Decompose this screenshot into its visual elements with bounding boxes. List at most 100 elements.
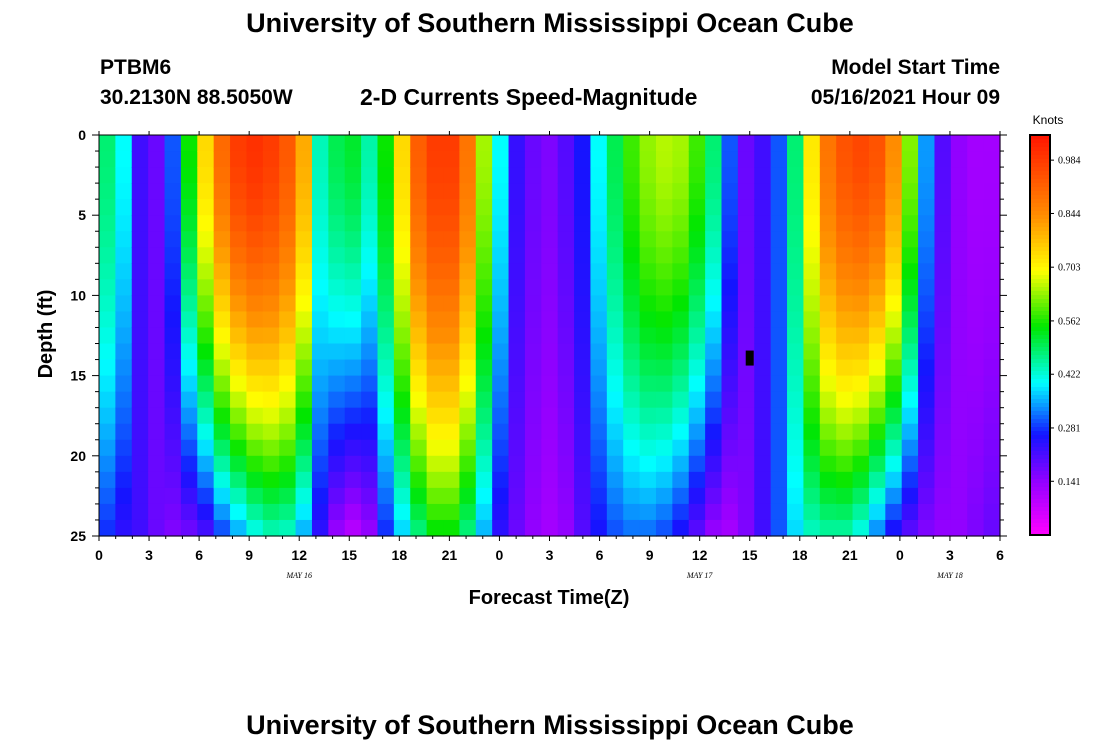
heatmap-cell [492,423,510,441]
heatmap-cell [311,215,329,232]
heatmap-cell [787,439,805,457]
heatmap-cell [606,343,624,361]
heatmap-cell [311,199,329,216]
heatmap-cell [197,359,215,377]
heatmap-cell [492,231,510,248]
heatmap-cell [246,359,264,377]
heatmap-cell [557,167,575,184]
heatmap-cell [721,167,739,184]
heatmap-cell [901,327,919,345]
heatmap-cell [492,199,510,216]
heatmap-cell [279,135,297,152]
heatmap-cell [639,487,657,505]
heatmap-cell [787,359,805,377]
heatmap-cell [524,135,542,152]
heatmap-cell [492,151,510,168]
x-tick-label: 6 [596,547,604,563]
heatmap-cell [705,231,723,248]
heatmap-cell [787,215,805,232]
heatmap-cell [950,247,968,264]
heatmap-cell [164,343,182,361]
heatmap-cell [197,375,215,393]
heatmap-cell [180,343,198,361]
heatmap-cell [541,423,559,441]
heatmap-cell [688,135,706,152]
heatmap-cell [754,151,772,168]
heatmap-cell [426,519,444,537]
heatmap-cell [606,519,624,537]
heatmap-cell [164,375,182,393]
heatmap-cell [393,439,411,457]
heatmap-cell [770,247,788,264]
heatmap-cell [574,519,592,537]
heatmap-cell [803,343,821,361]
heatmap-cell [885,327,903,345]
heatmap-cell [295,343,313,361]
heatmap-cell [574,455,592,473]
colorbar-segment [1030,415,1050,420]
heatmap-cell [868,423,886,441]
heatmap-cell [197,167,215,184]
heatmap-cell [148,279,166,296]
heatmap-cell [967,423,985,441]
heatmap-cell [918,231,936,248]
heatmap-cell [950,439,968,457]
heatmap-cell [803,279,821,296]
heatmap-cell [852,487,870,505]
heatmap-cell [344,327,362,345]
heatmap-cell [115,375,133,393]
heatmap-cell [180,263,198,280]
heatmap-cell [983,247,1001,264]
heatmap-cell [819,311,837,329]
heatmap-cell [574,471,592,489]
heatmap-cell [541,295,559,313]
heatmap-cell [246,519,264,537]
heatmap-cell [344,183,362,200]
heatmap-cell [311,247,329,264]
heatmap-cell [705,311,723,329]
heatmap-cell [230,215,248,232]
heatmap-cell [361,135,379,152]
heatmap-cell [836,327,854,345]
heatmap-cell [574,503,592,521]
heatmap-cell [836,503,854,521]
heatmap-cell [492,391,510,409]
heatmap-cell [983,183,1001,200]
heatmap-cell [410,471,428,489]
heatmap-cell [737,231,755,248]
heatmap-cell [639,151,657,168]
heatmap-cell [410,487,428,505]
heatmap-cell [737,199,755,216]
heatmap-cell [983,423,1001,441]
heatmap-cell [885,215,903,232]
heatmap-cell [443,439,460,457]
heatmap-cell [557,423,575,441]
heatmap-cell [770,231,788,248]
heatmap-cell [377,263,395,280]
heatmap-cell [377,167,395,184]
heatmap-cell [574,247,592,264]
heatmap-cell [230,519,248,537]
heatmap-cell [426,311,444,329]
heatmap-cell [639,327,657,345]
date-label: MAY 18 [936,571,963,580]
heatmap-cell [492,311,510,329]
colorbar-segment [1030,267,1050,272]
heatmap-cell [524,439,542,457]
heatmap-cell [868,327,886,345]
heatmap-cell [492,135,510,152]
heatmap-cell [475,391,493,409]
heatmap-cell [557,311,575,329]
heatmap-cell [590,455,608,473]
heatmap-cell [787,151,805,168]
heatmap-cell [901,135,919,152]
heatmap-cell [606,151,624,168]
heatmap-cell [639,231,657,248]
heatmap-cell [672,375,690,393]
heatmap-cell [361,263,379,280]
heatmap-cell [901,295,919,313]
heatmap-cell [311,359,329,377]
heatmap-cell [246,455,264,473]
heatmap-cell [737,295,755,313]
heatmap-cell [148,135,166,152]
